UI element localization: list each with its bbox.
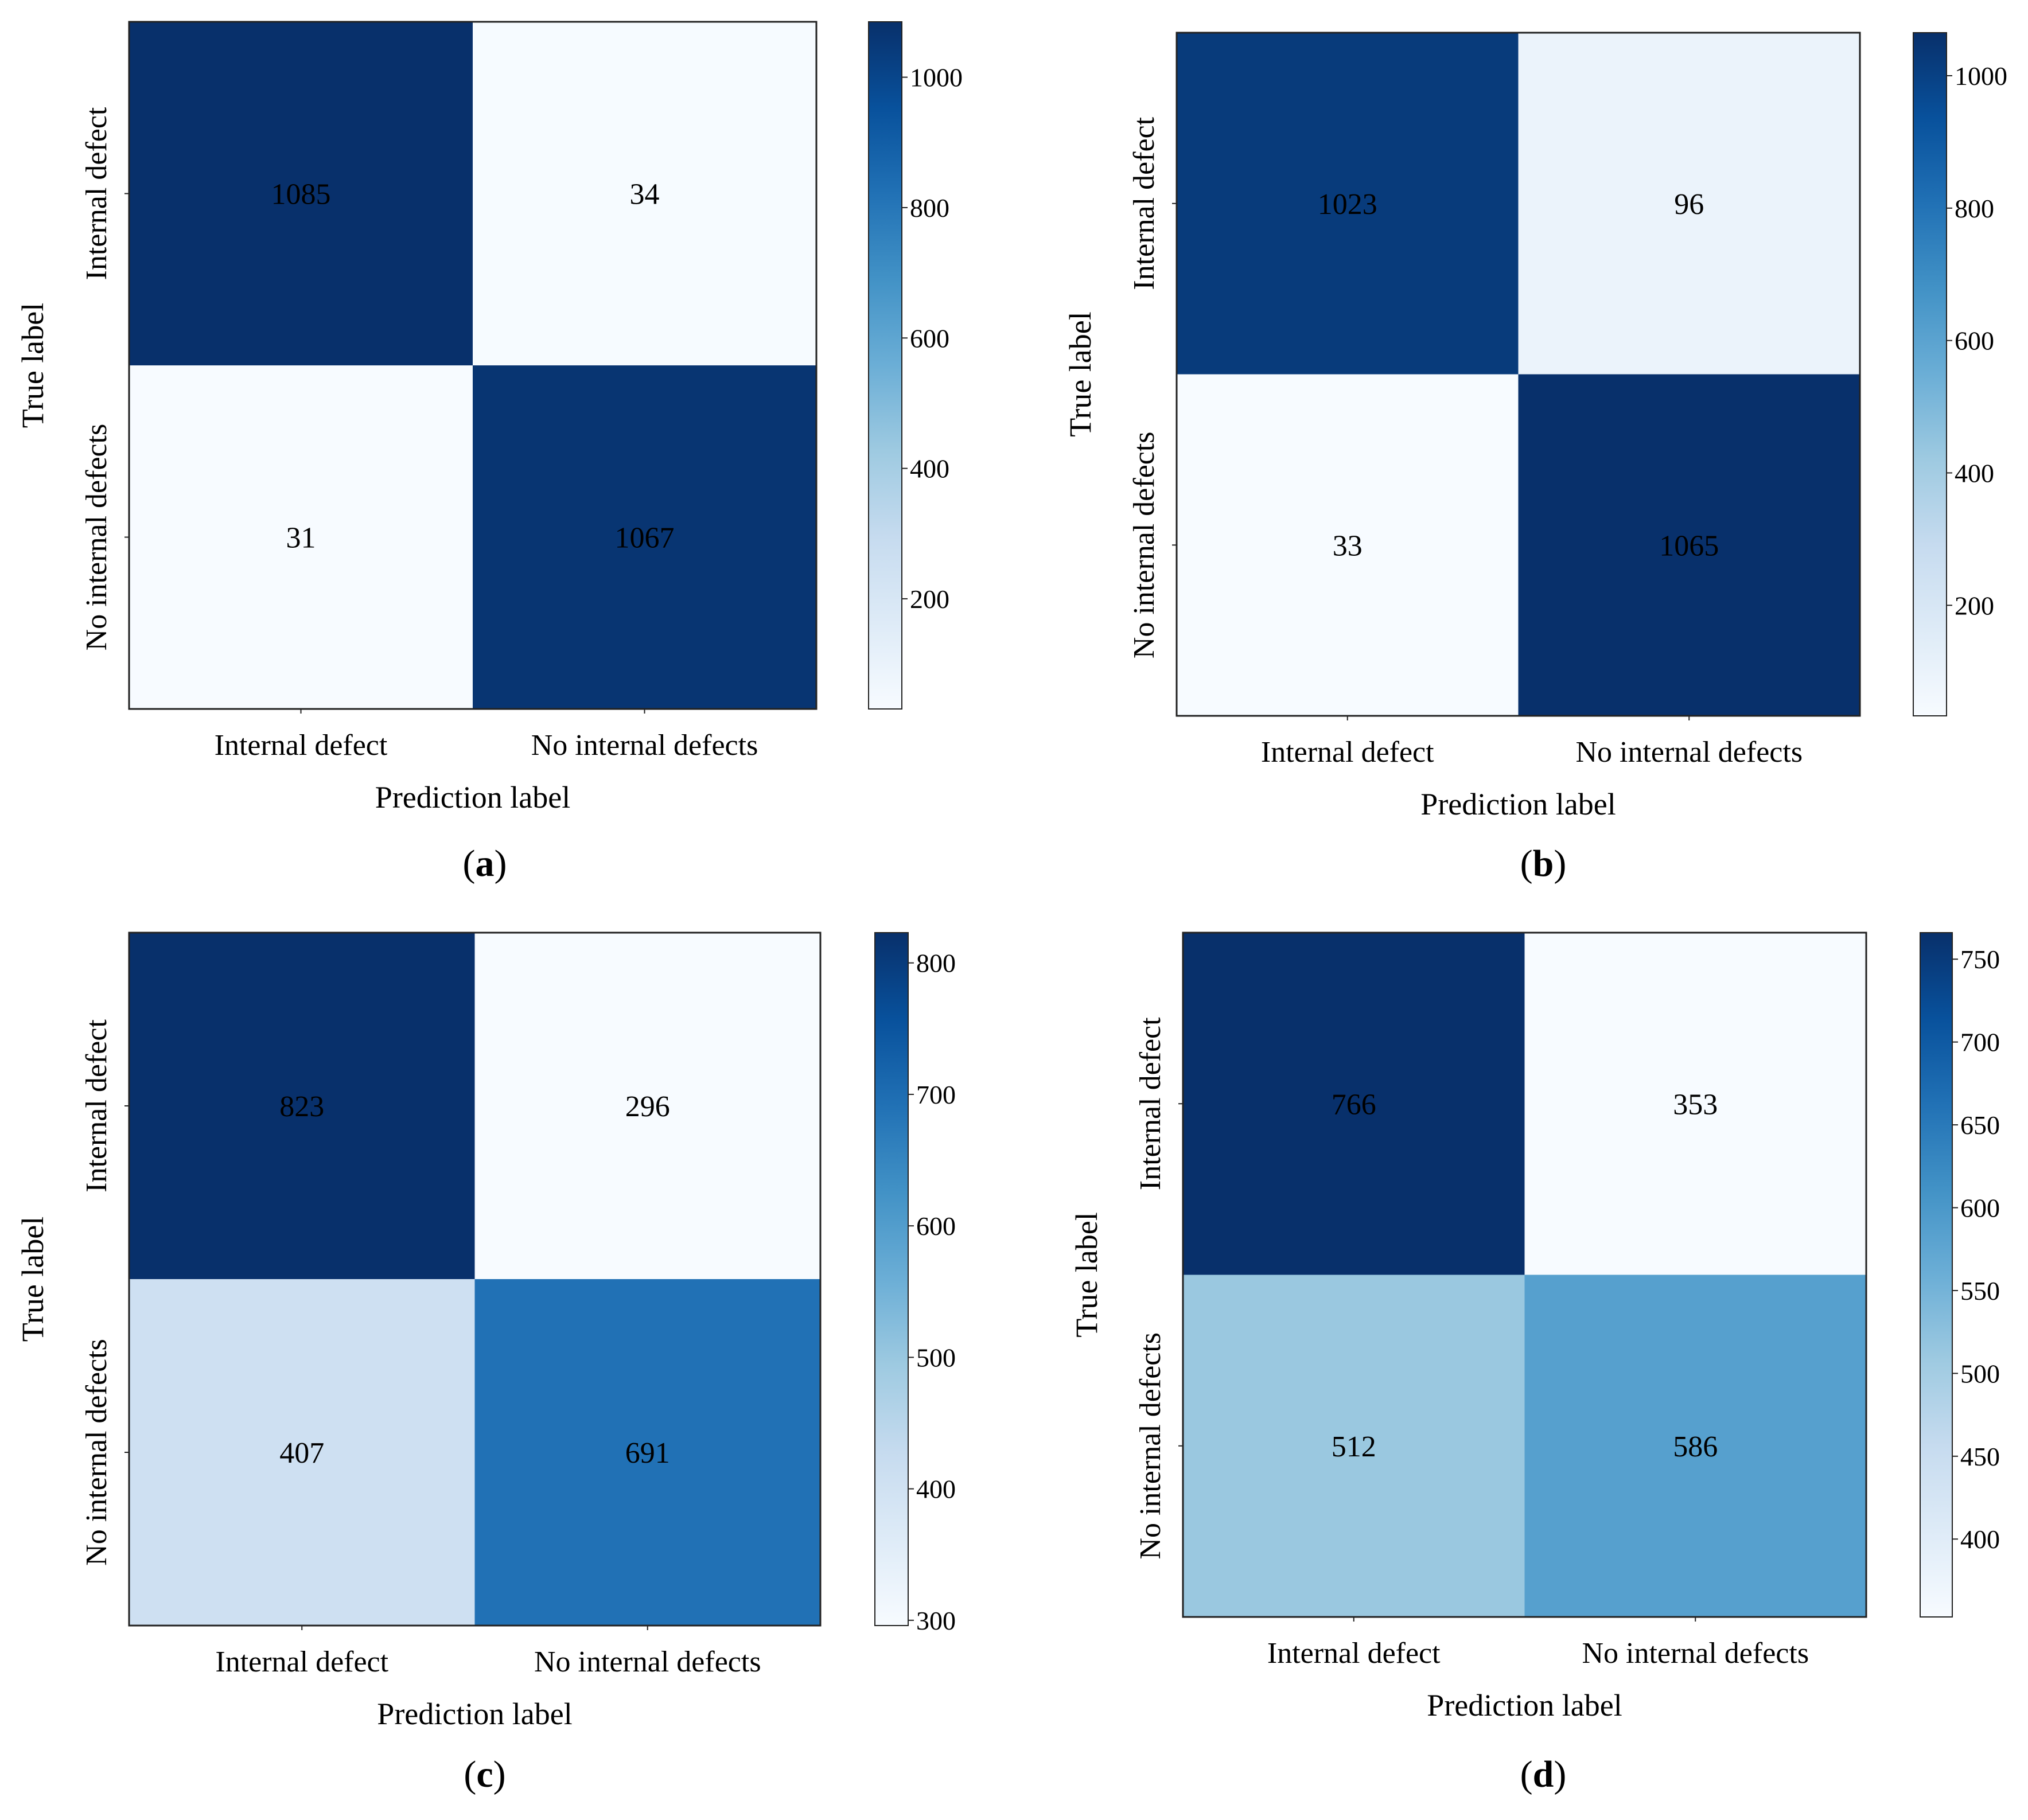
y-tick-label: No internal defects xyxy=(1134,1332,1167,1560)
panel-caption: (c) xyxy=(464,1753,505,1795)
colorbar xyxy=(868,21,902,710)
colorbar-tick-label: 450 xyxy=(1960,1442,2000,1471)
colorbar-tick-label: 200 xyxy=(1955,591,1994,620)
heatmap-frame xyxy=(1182,932,1867,1618)
cell-value-label: 1023 xyxy=(1318,188,1377,221)
x-tick-label: Internal defect xyxy=(1267,1637,1441,1670)
x-tick-label: No internal defects xyxy=(1575,736,1803,769)
x-tick-label: Internal defect xyxy=(215,1646,388,1678)
colorbar-tick-label: 400 xyxy=(1955,458,1994,488)
cell-value-label: 691 xyxy=(625,1437,670,1470)
colorbar-tick-label: 550 xyxy=(1960,1276,2000,1305)
cell-value-label: 407 xyxy=(279,1437,324,1470)
cell-value-label: 586 xyxy=(1673,1431,1718,1463)
colorbar-tick-label: 600 xyxy=(1955,326,1994,356)
colorbar xyxy=(1913,32,1947,716)
colorbar-tick-label: 600 xyxy=(916,1211,956,1241)
cell-value-label: 512 xyxy=(1332,1431,1376,1463)
y-tick-label: Internal defect xyxy=(1134,1017,1167,1190)
x-axis-title: Prediction label xyxy=(375,780,570,814)
heatmap-cell xyxy=(1524,1275,1866,1617)
colorbar-tick-label: 650 xyxy=(1960,1110,2000,1140)
panel-a: 1085 34 31 1067 Internal defect No internal d… xyxy=(15,21,963,884)
cell-value-label: 1067 xyxy=(615,522,675,555)
panel-c: 823 296 407 691 Internal defect No internal d… xyxy=(15,932,956,1795)
panel-d: 766 353 512 586 Internal defect No internal d… xyxy=(1069,932,2000,1795)
colorbar-tick-label: 800 xyxy=(1955,194,1994,223)
x-tick-label: No internal defects xyxy=(531,729,758,762)
colorbar-tick-label: 600 xyxy=(1960,1194,2000,1223)
cell-value-label: 33 xyxy=(1333,529,1363,562)
panel-b: 1023 96 33 1065 Internal defect No internal d… xyxy=(1063,32,2007,884)
y-tick-label: Internal defect xyxy=(80,107,113,280)
heatmap-cell xyxy=(1183,933,1525,1275)
colorbar-tick-label: 400 xyxy=(910,454,949,484)
heatmap-cell xyxy=(474,933,820,1279)
y-axis-title: True label xyxy=(1063,311,1097,437)
colorbar-tick-label: 1000 xyxy=(910,63,963,92)
heatmap-cell xyxy=(1177,374,1519,716)
cell-value-label: 766 xyxy=(1332,1088,1376,1121)
cell-value-label: 1065 xyxy=(1659,529,1719,562)
heatmap-cell xyxy=(1518,33,1860,375)
x-tick-label: No internal defects xyxy=(534,1646,761,1678)
cell-value-label: 34 xyxy=(630,178,660,211)
heatmap-cell xyxy=(1177,33,1519,375)
colorbar-tick-label: 1000 xyxy=(1955,61,2007,91)
y-tick-label: Internal defect xyxy=(1128,116,1161,290)
panel-caption: (d) xyxy=(1520,1753,1567,1795)
heatmap-frame xyxy=(1175,32,1861,717)
cell-value-label: 96 xyxy=(1674,188,1704,221)
x-tick-label: Internal defect xyxy=(1261,736,1434,769)
colorbar-tick-label: 700 xyxy=(916,1080,956,1109)
colorbar-tick-label: 400 xyxy=(916,1475,956,1504)
y-tick-label: No internal defects xyxy=(1128,431,1161,658)
cell-value-label: 1085 xyxy=(271,178,331,211)
cell-value-label: 823 xyxy=(279,1090,324,1123)
heatmap-cell xyxy=(129,933,475,1279)
colorbar xyxy=(874,932,909,1626)
heatmap-cell xyxy=(1518,374,1860,716)
colorbar-tick-label: 700 xyxy=(1960,1028,2000,1057)
colorbar-tick-label: 750 xyxy=(1960,945,2000,974)
x-axis-title: Prediction label xyxy=(377,1697,572,1731)
heatmap-cell xyxy=(129,365,473,709)
colorbar-tick-label: 400 xyxy=(1960,1525,2000,1554)
colorbar-tick-label: 200 xyxy=(910,584,949,614)
heatmap-cell xyxy=(1183,1275,1525,1617)
x-tick-label: Internal defect xyxy=(215,729,388,762)
cell-value-label: 353 xyxy=(1673,1088,1718,1121)
x-axis-title: Prediction label xyxy=(1420,787,1616,821)
panel-caption: (b) xyxy=(1520,843,1567,884)
y-axis-title: True label xyxy=(1069,1212,1104,1337)
y-tick-label: Internal defect xyxy=(80,1019,113,1192)
x-tick-label: No internal defects xyxy=(1582,1637,1809,1670)
colorbar-tick-label: 500 xyxy=(916,1343,956,1372)
colorbar-tick-label: 600 xyxy=(910,324,949,353)
heatmap-frame xyxy=(128,21,818,710)
colorbar xyxy=(1920,932,1953,1618)
heatmap-frame xyxy=(128,932,822,1627)
heatmap-cell xyxy=(129,1279,475,1626)
colorbar-tick-label: 300 xyxy=(916,1606,956,1635)
heatmap-cell xyxy=(473,365,816,709)
heatmap-cell xyxy=(1524,933,1866,1275)
colorbar-tick-label: 800 xyxy=(916,949,956,978)
panel-caption: (a) xyxy=(463,843,507,884)
heatmap-cell xyxy=(473,22,816,365)
y-axis-title: True label xyxy=(15,303,50,428)
colorbar-tick-label: 800 xyxy=(910,193,949,223)
y-axis-title: True label xyxy=(15,1217,50,1342)
heatmap-cell xyxy=(474,1279,820,1626)
cell-value-label: 31 xyxy=(286,522,316,555)
cell-value-label: 296 xyxy=(625,1090,670,1123)
x-axis-title: Prediction label xyxy=(1427,1688,1622,1722)
y-tick-label: No internal defects xyxy=(80,424,113,651)
heatmap-cell xyxy=(129,22,473,365)
y-tick-label: No internal defects xyxy=(80,1339,113,1566)
colorbar-tick-label: 500 xyxy=(1960,1359,2000,1388)
